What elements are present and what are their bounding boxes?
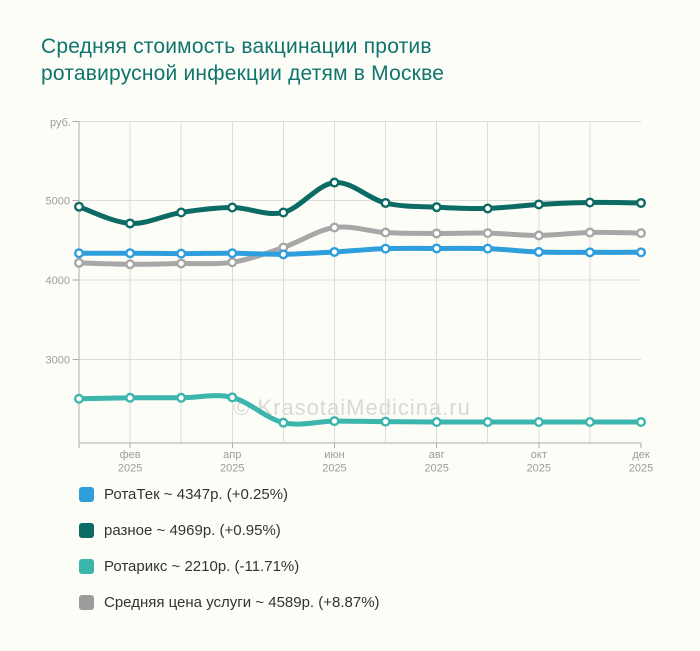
data-point-marker-average-price bbox=[227, 257, 238, 268]
data-point-marker-average-price bbox=[636, 228, 647, 239]
data-point-marker-rotatek bbox=[636, 247, 647, 258]
x-tick-label: дек 2025 bbox=[629, 449, 653, 475]
series-line-rotatek bbox=[76, 245, 644, 257]
legend-label-raznoe: разное ~ 4969р. (+0.95%) bbox=[104, 522, 281, 539]
axes bbox=[72, 121, 642, 448]
data-point-marker-average-price bbox=[380, 227, 391, 238]
data-point-marker-raznoe bbox=[329, 177, 340, 188]
data-point-marker-rotarix bbox=[278, 417, 289, 428]
data-point-marker-average-price bbox=[73, 257, 84, 268]
data-point-marker-average-price bbox=[125, 259, 136, 270]
x-tick-label: фев 2025 bbox=[118, 449, 142, 475]
data-point-marker-raznoe bbox=[482, 203, 493, 214]
legend-swatch-raznoe bbox=[79, 523, 94, 538]
legend-label-average-price: Средняя цена услуги ~ 4589р. (+8.87%) bbox=[104, 594, 380, 611]
data-point-marker-rotarix bbox=[584, 417, 595, 428]
x-tick-label: окт 2025 bbox=[527, 449, 551, 475]
data-point-marker-rotarix bbox=[125, 392, 136, 403]
legend-swatch-rotatek bbox=[79, 487, 94, 502]
y-tick-label: 3000 bbox=[46, 354, 70, 366]
data-point-marker-rotatek bbox=[73, 248, 84, 259]
data-point-marker-rotarix bbox=[329, 416, 340, 427]
data-point-marker-average-price bbox=[176, 258, 187, 269]
data-point-marker-raznoe bbox=[227, 202, 238, 213]
data-point-marker-rotarix bbox=[73, 393, 84, 404]
y-tick-label: 4000 bbox=[46, 275, 70, 287]
data-point-marker-raznoe bbox=[176, 207, 187, 218]
series-rotarix bbox=[73, 392, 647, 428]
legend-swatch-average-price bbox=[79, 595, 94, 610]
data-point-marker-rotatek bbox=[125, 248, 136, 259]
data-point-marker-raznoe bbox=[125, 218, 136, 229]
data-point-marker-rotatek bbox=[329, 246, 340, 257]
data-point-marker-rotarix bbox=[482, 417, 493, 428]
data-point-marker-rotatek bbox=[278, 249, 289, 260]
data-point-marker-rotatek bbox=[431, 243, 442, 254]
data-point-marker-raznoe bbox=[584, 197, 595, 208]
series-line-average-price bbox=[76, 224, 644, 267]
series-raznoe bbox=[73, 177, 647, 229]
data-point-marker-raznoe bbox=[533, 199, 544, 210]
y-axis-unit-label: руб. bbox=[50, 117, 71, 129]
data-point-marker-raznoe bbox=[278, 207, 289, 218]
data-point-marker-rotarix bbox=[380, 416, 391, 427]
legend-item-average-price: Средняя цена услуги ~ 4589р. (+8.87%) bbox=[79, 592, 380, 613]
data-point-marker-rotarix bbox=[636, 417, 647, 428]
x-tick-label: авг 2025 bbox=[424, 449, 448, 475]
page-title: Средняя стоимость вакцинации против рота… bbox=[41, 35, 445, 85]
data-point-marker-rotatek bbox=[533, 246, 544, 257]
grid-lines bbox=[79, 121, 641, 443]
y-tick-label: 5000 bbox=[46, 196, 70, 208]
data-point-marker-average-price bbox=[329, 222, 340, 233]
data-point-marker-rotatek bbox=[176, 248, 187, 259]
data-point-marker-raznoe bbox=[636, 197, 647, 208]
data-point-marker-average-price bbox=[482, 228, 493, 239]
data-point-marker-rotatek bbox=[380, 243, 391, 254]
data-point-marker-raznoe bbox=[431, 202, 442, 213]
series-rotatek bbox=[73, 243, 647, 260]
data-point-marker-average-price bbox=[584, 227, 595, 238]
series-line-raznoe bbox=[76, 180, 644, 226]
data-point-marker-rotatek bbox=[227, 248, 238, 259]
data-point-marker-rotatek bbox=[584, 247, 595, 258]
chart-legend: РотаТек ~ 4347р. (+0.25%) разное ~ 4969р.… bbox=[79, 484, 380, 628]
x-tick-label: июн 2025 bbox=[322, 449, 346, 475]
data-point-marker-rotarix bbox=[431, 417, 442, 428]
data-point-marker-average-price bbox=[533, 230, 544, 241]
data-point-marker-rotarix bbox=[533, 417, 544, 428]
data-point-marker-rotarix bbox=[176, 392, 187, 403]
x-tick-label: апр 2025 bbox=[220, 449, 244, 475]
data-point-marker-rotatek bbox=[482, 243, 493, 254]
series-average-price bbox=[73, 222, 647, 270]
data-point-marker-rotarix bbox=[227, 392, 238, 403]
legend-item-rotatek: РотаТек ~ 4347р. (+0.25%) bbox=[79, 484, 380, 505]
data-point-marker-raznoe bbox=[73, 201, 84, 212]
data-point-marker-average-price bbox=[431, 228, 442, 239]
legend-item-raznoe: разное ~ 4969р. (+0.95%) bbox=[79, 520, 380, 541]
legend-label-rotarix: Ротарикс ~ 2210р. (-11.71%) bbox=[104, 558, 300, 575]
legend-label-rotatek: РотаТек ~ 4347р. (+0.25%) bbox=[104, 486, 289, 503]
legend-swatch-rotarix bbox=[79, 559, 94, 574]
legend-item-rotarix: Ротарикс ~ 2210р. (-11.71%) bbox=[79, 556, 380, 577]
data-point-marker-raznoe bbox=[380, 197, 391, 208]
axis-labels: руб. 5000 4000 3000 фев 2025 апр 2025 июн 2025 авг… bbox=[46, 117, 654, 475]
